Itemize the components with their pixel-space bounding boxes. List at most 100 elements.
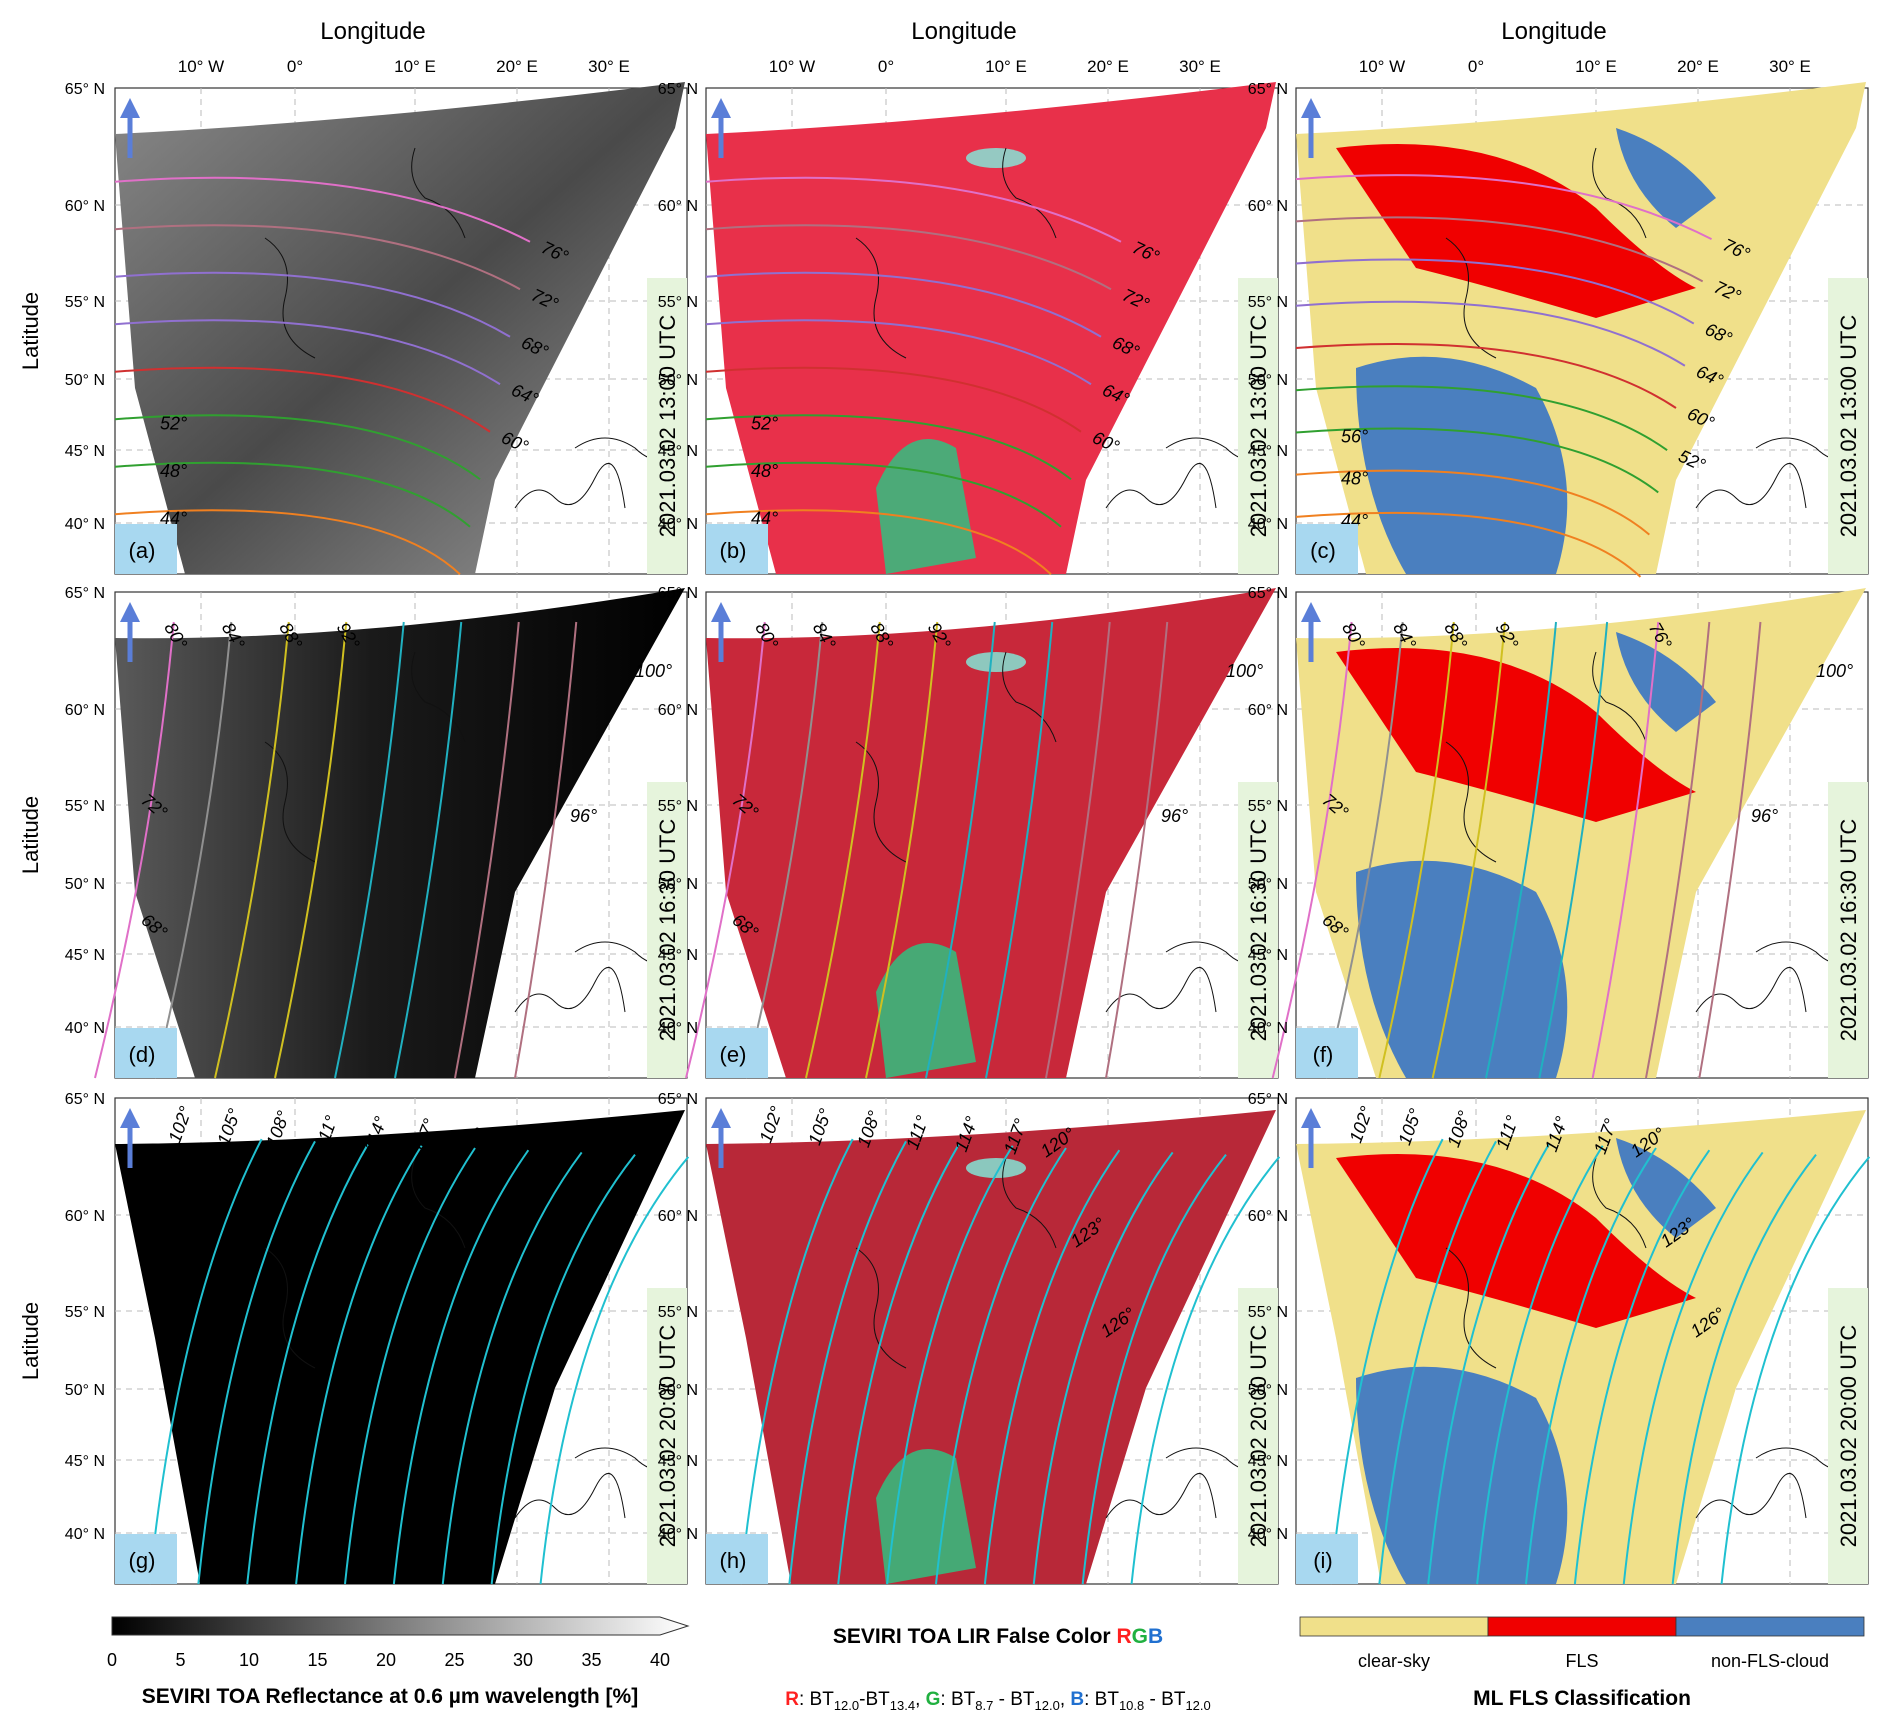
lat-tick-label: 45° N (658, 1453, 698, 1470)
contour-line (1431, 621, 1506, 1079)
lat-tick-label: 55° N (1248, 798, 1288, 815)
contour-line (705, 414, 1072, 481)
lat-tick-label: 60° N (658, 1208, 698, 1225)
lat-tick-label: 40° N (65, 516, 105, 533)
contour-line (788, 1140, 907, 1585)
contour-line (1622, 1151, 1764, 1585)
lat-tick-label: 40° N (658, 1020, 698, 1037)
map-panel: 102° 105° 108° 111° 114° 117° 120°123°126°(h)2… (705, 1097, 1281, 1585)
contour-line (1538, 621, 1609, 1079)
lat-tick-label: 50° N (658, 1382, 698, 1399)
lat-tick-label: 50° N (1248, 876, 1288, 893)
swath-image (115, 588, 685, 1078)
lat-tick-label: 50° N (65, 876, 105, 893)
contour-line (1045, 621, 1111, 1079)
contour-line (705, 319, 1092, 386)
lat-tick-label: 50° N (658, 876, 698, 893)
lat-tick-label: 45° N (1248, 443, 1288, 460)
rgb-channel-letter: B (1148, 1625, 1163, 1648)
map-panel: 76°72°68°64°60°52°48°44°(a)2021.03.02 13… (114, 82, 688, 575)
non-fls-cloud-region (1356, 860, 1568, 1078)
contour-label: 96° (1751, 806, 1778, 826)
lon-tick-label: 10° E (1575, 57, 1617, 76)
contour-line (685, 621, 766, 1079)
contour-line (1698, 621, 1762, 1079)
lat-tick-label: 50° N (1248, 372, 1288, 389)
contour-line (985, 621, 1054, 1079)
contour-label: 48° (751, 461, 778, 481)
lat-tick-label: 65° N (658, 585, 698, 602)
colorbar-label: SEVIRI TOA Reflectance at 0.6 µm wavelen… (142, 1685, 638, 1708)
panel-letter-tag (706, 1028, 768, 1078)
contour-line (1591, 621, 1660, 1079)
contour-line (114, 366, 491, 433)
contour-line (148, 1138, 263, 1585)
coastline (1445, 1157, 1647, 1369)
contour-line (1295, 511, 1642, 578)
contour-line (1271, 621, 1353, 1079)
contour-line (392, 1149, 530, 1585)
contour-line (886, 1145, 1014, 1585)
contour-line (114, 319, 501, 386)
contour-line (214, 621, 290, 1079)
map-panel: 76°72°68°64°60°52°48°44°(b)2021.03.02 13… (705, 82, 1279, 575)
contour-line (705, 366, 1082, 433)
contour-line (705, 271, 1102, 338)
swath-image (115, 82, 685, 574)
panel-letter: (e) (720, 1042, 747, 1067)
contour-line (246, 1143, 370, 1585)
lat-tick-label: 50° N (65, 1382, 105, 1399)
coastline (855, 1157, 1057, 1369)
panel-letter-tag (115, 1028, 177, 1078)
colorbar-tick-label: 35 (581, 1650, 601, 1670)
contour-line (114, 414, 481, 481)
lat-tick-label: 45° N (65, 1453, 105, 1470)
lat-tick-label: 60° N (65, 198, 105, 215)
panel-letter-tag (115, 524, 177, 574)
lat-tick-label: 45° N (65, 443, 105, 460)
rgb-formula: R: BT12.0-BT13.4, G: BT8.7 - BT12.0, B: … (785, 1689, 1211, 1713)
contour-line (1378, 1140, 1497, 1585)
time-label-box (1828, 1288, 1868, 1584)
contour-line (114, 224, 521, 291)
lon-tick-label: 10° W (769, 57, 815, 76)
lat-tick-label: 50° N (1248, 1382, 1288, 1399)
class-swatch (1675, 1616, 1865, 1637)
coastline (264, 147, 466, 359)
north-arrow-head-icon (711, 1108, 731, 1128)
panel-letter-tag (115, 1534, 177, 1584)
north-arrow-head-icon (1301, 98, 1321, 118)
contour-label: 96° (1161, 806, 1188, 826)
contour-line (1295, 385, 1668, 452)
contour-label: 52° (160, 413, 187, 433)
north-arrow-head-icon (711, 98, 731, 118)
swath-image (706, 1110, 1276, 1584)
lat-tick-label: 55° N (1248, 294, 1288, 311)
contour-label: 48° (1341, 469, 1368, 489)
contour-line (1485, 621, 1557, 1079)
lon-tick-label: 10° E (985, 57, 1027, 76)
contour-line (1295, 427, 1659, 494)
contour-line (745, 621, 824, 1079)
lat-tick-label: 40° N (1248, 1526, 1288, 1543)
row-ylabel-latitude: Latitude (18, 1302, 43, 1380)
contour-line (441, 1151, 583, 1585)
contour-line (1325, 621, 1404, 1079)
lat-tick-label: 40° N (1248, 516, 1288, 533)
contour-line (1295, 258, 1695, 325)
lat-tick-label: 60° N (658, 198, 698, 215)
contour-line (394, 621, 463, 1079)
lat-tick-label: 65° N (65, 81, 105, 98)
coastline (1445, 147, 1647, 359)
time-label-box (1238, 278, 1278, 574)
lat-tick-label: 55° N (658, 294, 698, 311)
contour-line (1645, 621, 1711, 1079)
contour-line (739, 1138, 854, 1585)
time-label-box (647, 278, 687, 574)
contour-line (114, 461, 471, 528)
contour-line (344, 1147, 476, 1585)
green-cloud-patch (876, 439, 976, 574)
contour-line (1720, 1156, 1871, 1585)
panel-letter-tag (1296, 1534, 1358, 1584)
lon-tick-label: 30° E (588, 57, 630, 76)
